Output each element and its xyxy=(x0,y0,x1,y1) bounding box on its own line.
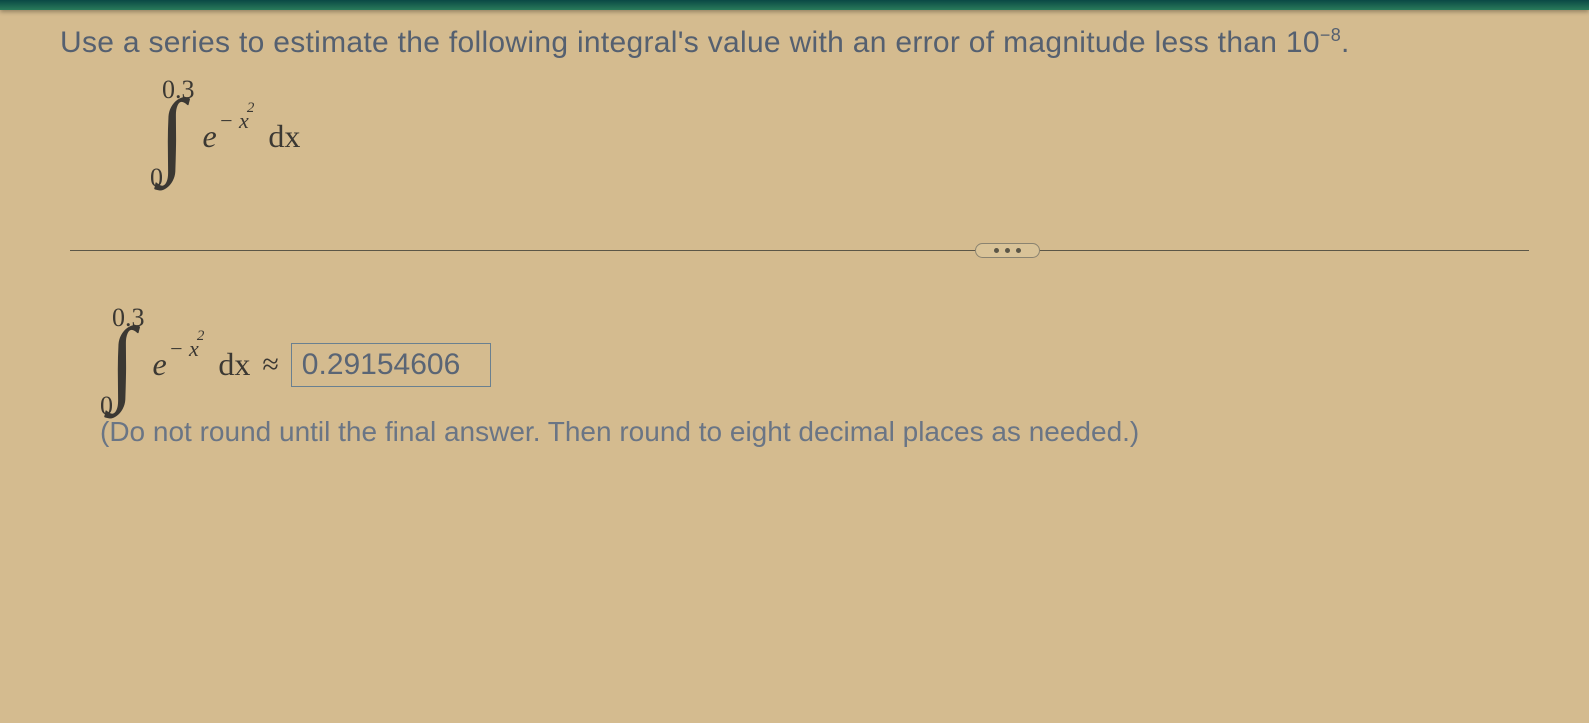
integral-sign: ∫ xyxy=(159,95,185,171)
integral-expression: 0.3 ∫ 0 e− x2 dx xyxy=(150,75,1539,193)
dot-icon xyxy=(994,248,999,253)
expand-button[interactable] xyxy=(975,243,1040,258)
dot-icon xyxy=(1016,248,1021,253)
hint-text: (Do not round until the final answer. Th… xyxy=(100,416,1539,448)
dot-icon xyxy=(1005,248,1010,253)
base-e: e xyxy=(203,118,217,155)
answer-block: 0.3 ∫ 0 e− x2 dx ≈ 0.29154606 (Do not ro… xyxy=(100,303,1539,448)
instruction-text: Use a series to estimate the following i… xyxy=(60,25,1539,60)
content-area: Use a series to estimate the following i… xyxy=(0,10,1589,478)
instruction-part2: . xyxy=(1341,26,1350,59)
instruction-exponent: −8 xyxy=(1320,25,1341,45)
instruction-part1: Use a series to estimate the following i… xyxy=(60,26,1320,59)
answer-integral-symbol: 0.3 ∫ 0 xyxy=(100,303,145,421)
integral-symbol: 0.3 ∫ 0 xyxy=(150,75,195,193)
divider-line-left xyxy=(70,250,975,251)
dx: dx xyxy=(268,118,300,155)
exponent-squared: 2 xyxy=(247,100,255,117)
exponent-negx: − x xyxy=(219,108,249,134)
answer-exponent-negx: − x xyxy=(169,336,199,362)
answer-row: 0.3 ∫ 0 e− x2 dx ≈ 0.29154606 xyxy=(100,303,1539,421)
divider-line-right xyxy=(1040,250,1529,251)
divider-row xyxy=(60,243,1539,258)
answer-base-e: e xyxy=(153,346,167,383)
top-green-bar xyxy=(0,0,1589,10)
answer-integral-sign: ∫ xyxy=(109,323,135,399)
answer-integrand: e− x2 dx xyxy=(153,346,251,383)
answer-exponent-squared: 2 xyxy=(197,328,205,345)
approx-symbol: ≈ xyxy=(262,348,278,382)
answer-dx: dx xyxy=(218,346,250,383)
integrand: e− x2 dx xyxy=(203,118,301,155)
answer-integral: 0.3 ∫ 0 e− x2 dx xyxy=(100,303,250,421)
lower-limit: 0 xyxy=(150,163,163,193)
answer-input[interactable]: 0.29154606 xyxy=(291,343,491,387)
